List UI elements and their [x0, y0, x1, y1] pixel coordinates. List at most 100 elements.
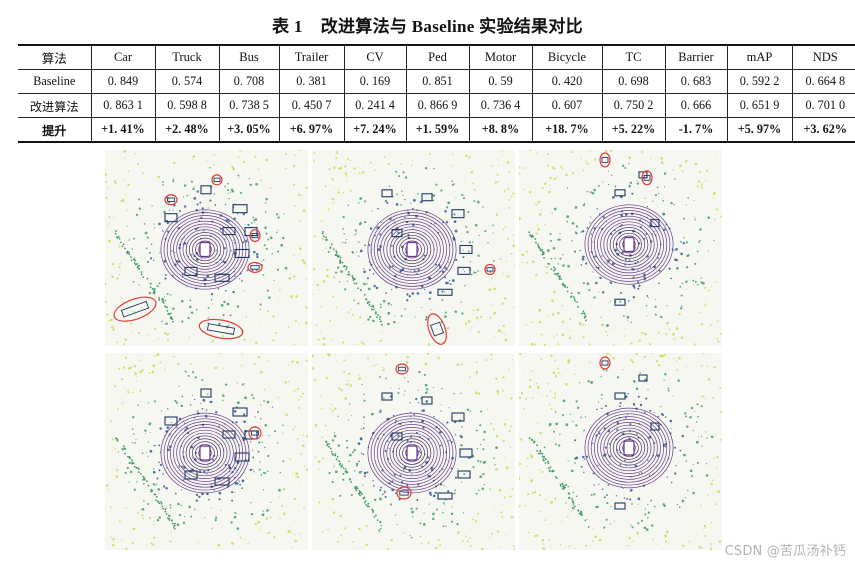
- lidar-point: [717, 340, 720, 343]
- lidar-point: [391, 265, 394, 268]
- lidar-point: [351, 275, 354, 277]
- lidar-point: [142, 517, 145, 520]
- lidar-point: [553, 430, 555, 433]
- lidar-point: [366, 277, 369, 280]
- lidar-point: [552, 371, 556, 374]
- lidar-point: [531, 370, 533, 373]
- lidar-point: [549, 184, 551, 186]
- lidar-point: [404, 390, 406, 392]
- lidar-point: [710, 546, 712, 549]
- lidar-point: [425, 462, 427, 464]
- table-cell: 0. 666: [664, 93, 728, 118]
- lidar-point: [186, 286, 188, 288]
- lidar-point: [596, 505, 599, 508]
- lidar-point: [460, 240, 462, 243]
- lidar-point: [460, 392, 462, 394]
- detection-box: [421, 396, 433, 405]
- lidar-point: [395, 419, 397, 422]
- lidar-point: [557, 275, 560, 278]
- lidar-point: [213, 154, 216, 156]
- lidar-point: [675, 247, 678, 251]
- lidar-point: [124, 452, 126, 455]
- lidar-point: [137, 468, 140, 470]
- lidar-point: [407, 380, 409, 383]
- lidar-point: [599, 276, 601, 279]
- lidar-point: [371, 412, 374, 416]
- lidar-point: [345, 383, 349, 386]
- lidar-point: [637, 287, 640, 290]
- lidar-point: [377, 207, 379, 210]
- lidar-point: [278, 488, 281, 492]
- lidar-point: [629, 423, 632, 426]
- table-cell: 0. 420: [531, 69, 603, 94]
- error-highlights: [427, 263, 496, 345]
- lidar-point: [257, 450, 260, 453]
- lidar-point: [572, 420, 574, 422]
- detection-box: [184, 266, 198, 276]
- lidar-point: [132, 462, 135, 465]
- lidar-point: [656, 454, 660, 457]
- lidar-point: [624, 167, 627, 169]
- lidar-point: [473, 200, 476, 202]
- lidar-point: [512, 234, 515, 236]
- lidar-point: [715, 281, 717, 283]
- lidar-point: [707, 250, 709, 252]
- lidar-point: [478, 234, 480, 237]
- lidar-point: [565, 382, 568, 386]
- lidar-point: [389, 503, 393, 506]
- error-highlights: [599, 152, 653, 186]
- point-cloud: [519, 353, 722, 550]
- lidar-point: [439, 430, 442, 434]
- lidar-point: [482, 461, 486, 464]
- error-ellipse: [427, 313, 447, 345]
- lidar-point: [424, 383, 428, 387]
- error-ellipse: [211, 174, 223, 186]
- lidar-point: [128, 461, 132, 465]
- lidar-point: [440, 404, 442, 406]
- lidar-point: [134, 371, 136, 373]
- lidar-point: [147, 455, 149, 458]
- lidar-point: [111, 275, 114, 279]
- lidar-point: [313, 235, 316, 238]
- error-highlights: [599, 356, 611, 370]
- lidar-point: [574, 299, 577, 302]
- lidar-point: [321, 530, 324, 533]
- lidar-point: [111, 450, 114, 452]
- lidar-point: [267, 238, 270, 241]
- lidar-point: [644, 197, 646, 199]
- lidar-point: [553, 207, 557, 211]
- lidar-point: [342, 241, 344, 244]
- lidar-point: [442, 501, 445, 504]
- lidar-point: [605, 330, 607, 333]
- lidar-point: [421, 306, 423, 309]
- lidar-point: [655, 359, 659, 363]
- lidar-point: [210, 293, 214, 296]
- scan-ring: [587, 410, 671, 486]
- lidar-point: [601, 255, 603, 257]
- detection-box: [601, 360, 609, 366]
- lidar-point: [269, 187, 272, 190]
- lidar-point: [502, 228, 505, 231]
- scan-ring: [185, 435, 225, 471]
- lidar-point: [675, 464, 677, 467]
- lidar-point: [425, 391, 428, 393]
- lidar-point: [508, 368, 510, 371]
- lidar-point: [477, 270, 479, 272]
- lidar-point: [298, 219, 301, 222]
- lidar-point: [345, 238, 347, 241]
- lidar-point: [360, 341, 363, 344]
- lidar-point: [282, 236, 285, 240]
- lidar-point: [664, 353, 667, 356]
- lidar-point: [581, 257, 585, 261]
- lidar-point: [519, 438, 523, 441]
- lidar-point: [302, 154, 304, 156]
- lidar-point: [605, 369, 608, 372]
- lidar-point: [544, 223, 546, 225]
- lidar-point: [424, 362, 428, 366]
- lidar-point: [164, 510, 167, 513]
- lidar-point: [360, 428, 363, 430]
- lidar-point: [233, 410, 237, 413]
- lidar-point: [583, 429, 585, 431]
- lidar-point: [354, 486, 356, 488]
- lidar-point: [715, 208, 718, 211]
